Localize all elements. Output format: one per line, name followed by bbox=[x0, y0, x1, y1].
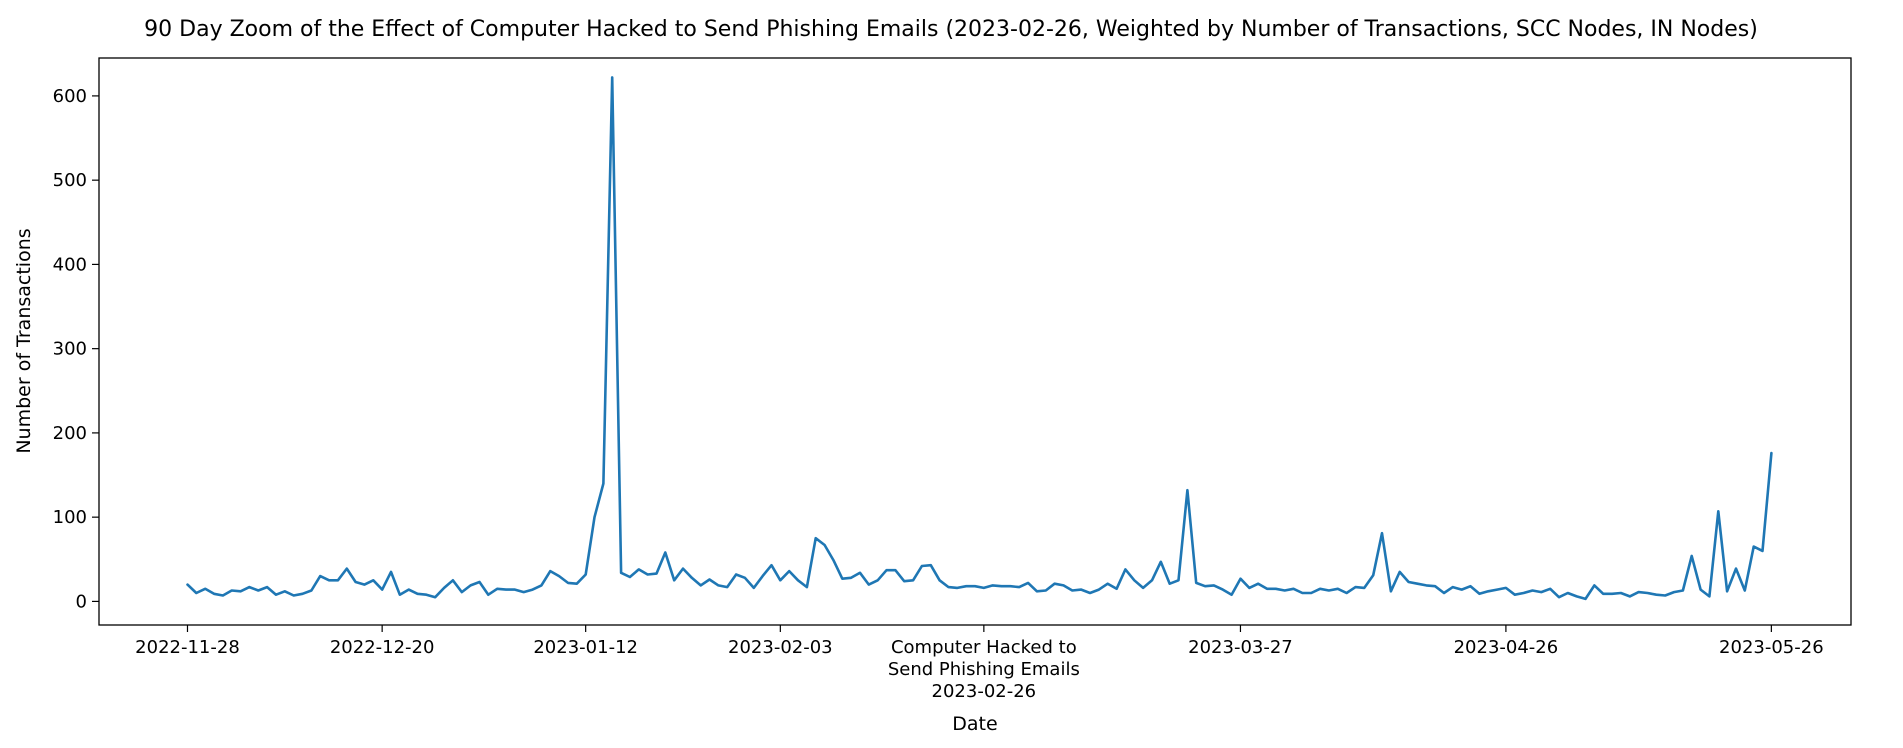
event-label-line: 2023-02-26 bbox=[932, 681, 1037, 702]
y-tick-label: 400 bbox=[53, 254, 87, 275]
event-label-line: Computer Hacked to bbox=[891, 637, 1077, 658]
y-tick-label: 100 bbox=[53, 507, 87, 528]
series-line bbox=[186, 76, 1773, 601]
x-tick-label: 2022-11-28 bbox=[135, 637, 240, 658]
x-tick-label: 2023-02-03 bbox=[728, 637, 833, 658]
y-tick-label: 200 bbox=[53, 423, 87, 444]
x-axis-label: Date bbox=[952, 713, 997, 735]
plot-frame bbox=[98, 57, 1852, 626]
y-tick-label: 0 bbox=[76, 591, 87, 612]
x-tick-label: 2023-03-27 bbox=[1188, 637, 1293, 658]
chart-title: 90 Day Zoom of the Effect of Computer Ha… bbox=[144, 17, 1758, 42]
x-tick-label: 2022-12-20 bbox=[330, 637, 435, 658]
y-tick-label: 300 bbox=[53, 339, 87, 360]
x-tick-label: 2023-05-26 bbox=[1719, 637, 1824, 658]
event-label-line: Send Phishing Emails bbox=[888, 659, 1080, 680]
y-axis-label: Number of Transactions bbox=[13, 228, 35, 453]
y-tick-label: 500 bbox=[53, 170, 87, 191]
x-axis: 2022-11-28 2022-12-20 2023-01-12 2023-02-03… bbox=[135, 625, 1824, 658]
y-axis: 0 100 200 300 400 500 600 bbox=[53, 86, 99, 612]
x-tick-label: 2023-01-12 bbox=[533, 637, 638, 658]
y-tick-label: 600 bbox=[53, 86, 87, 107]
x-tick-label: 2023-04-26 bbox=[1454, 637, 1559, 658]
